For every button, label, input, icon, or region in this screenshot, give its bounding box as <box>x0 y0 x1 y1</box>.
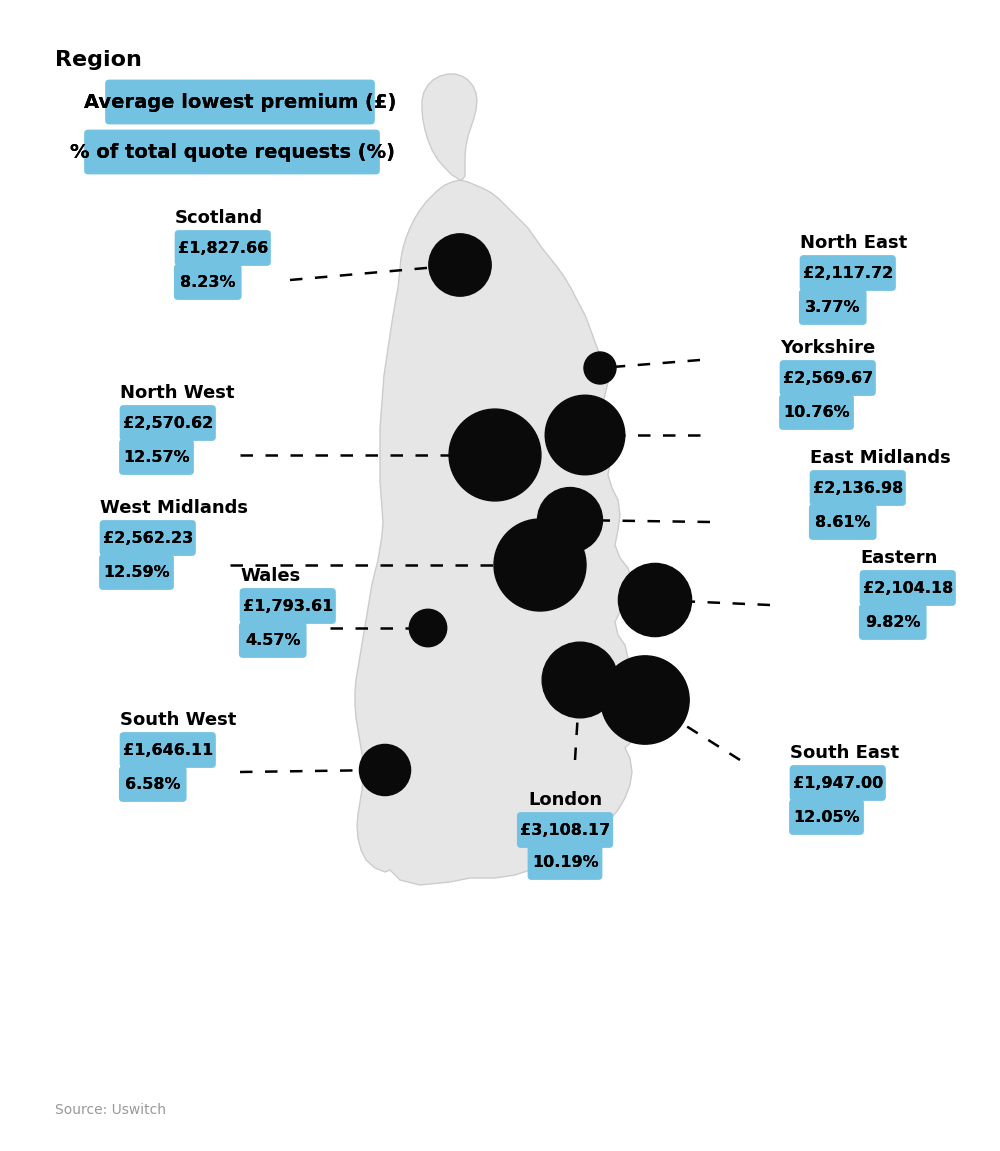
Text: £1,827.66: £1,827.66 <box>178 241 268 256</box>
Text: £2,136.98: £2,136.98 <box>813 480 903 495</box>
FancyBboxPatch shape <box>175 230 271 266</box>
Text: £2,569.67: £2,569.67 <box>783 371 873 386</box>
FancyBboxPatch shape <box>119 767 187 802</box>
Text: Scotland: Scotland <box>175 209 263 227</box>
Text: 12.57%: 12.57% <box>123 450 190 465</box>
Circle shape <box>618 564 692 637</box>
Circle shape <box>545 395 625 474</box>
Circle shape <box>449 409 541 501</box>
Text: Yorkshire: Yorkshire <box>780 340 875 357</box>
Text: £2,117.72: £2,117.72 <box>803 266 893 281</box>
Text: £2,104.18: £2,104.18 <box>863 580 953 595</box>
Text: Average lowest premium (£): Average lowest premium (£) <box>84 92 396 112</box>
Text: 9.82%: 9.82% <box>865 615 920 630</box>
Circle shape <box>601 656 689 745</box>
Text: £1,947.00: £1,947.00 <box>793 776 883 791</box>
Text: 10.76%: 10.76% <box>783 404 850 419</box>
FancyBboxPatch shape <box>860 570 956 605</box>
Text: 8.23%: 8.23% <box>180 274 236 290</box>
Text: East Midlands: East Midlands <box>810 449 951 467</box>
FancyBboxPatch shape <box>240 588 336 624</box>
FancyBboxPatch shape <box>120 732 216 768</box>
FancyBboxPatch shape <box>800 256 896 291</box>
Text: % of total quote requests (%): % of total quote requests (%) <box>70 143 394 161</box>
FancyBboxPatch shape <box>84 130 380 175</box>
Text: 10.76%: 10.76% <box>783 404 850 419</box>
Circle shape <box>429 234 491 296</box>
FancyBboxPatch shape <box>779 394 854 430</box>
FancyBboxPatch shape <box>119 439 194 475</box>
Text: £1,827.66: £1,827.66 <box>178 241 268 256</box>
Text: £3,108.17: £3,108.17 <box>520 823 610 838</box>
Polygon shape <box>355 180 640 885</box>
Text: 6.58%: 6.58% <box>125 777 180 792</box>
Circle shape <box>538 488 602 552</box>
Text: Source: Uswitch: Source: Uswitch <box>55 1103 166 1116</box>
Text: 12.59%: 12.59% <box>103 564 170 579</box>
Text: £2,569.67: £2,569.67 <box>783 371 873 386</box>
Text: 12.05%: 12.05% <box>793 809 860 824</box>
Text: 10.19%: 10.19% <box>532 854 598 869</box>
FancyBboxPatch shape <box>790 765 886 801</box>
FancyBboxPatch shape <box>859 604 927 640</box>
Text: Eastern: Eastern <box>860 549 937 567</box>
FancyBboxPatch shape <box>528 844 602 879</box>
Text: Wales: Wales <box>240 567 300 585</box>
Text: £1,793.61: £1,793.61 <box>243 599 333 613</box>
Text: North West: North West <box>120 384 234 402</box>
FancyBboxPatch shape <box>780 360 876 396</box>
Text: West Midlands: West Midlands <box>100 500 248 517</box>
Circle shape <box>494 519 586 611</box>
Text: £2,562.23: £2,562.23 <box>103 531 193 546</box>
Text: South East: South East <box>790 744 899 762</box>
FancyBboxPatch shape <box>809 504 877 540</box>
Text: 4.57%: 4.57% <box>245 633 300 648</box>
Polygon shape <box>422 74 477 180</box>
FancyBboxPatch shape <box>120 405 216 441</box>
Text: 12.05%: 12.05% <box>793 809 860 824</box>
FancyBboxPatch shape <box>99 554 174 590</box>
Circle shape <box>584 352 616 384</box>
Circle shape <box>359 745 411 795</box>
Text: £2,104.18: £2,104.18 <box>863 580 953 595</box>
FancyBboxPatch shape <box>239 622 307 658</box>
FancyBboxPatch shape <box>100 520 196 556</box>
Text: £1,646.11: £1,646.11 <box>123 742 213 757</box>
Text: 8.61%: 8.61% <box>815 514 870 529</box>
Text: 8.23%: 8.23% <box>180 274 236 290</box>
Text: 10.19%: 10.19% <box>532 854 598 869</box>
Text: £2,562.23: £2,562.23 <box>103 531 193 546</box>
Text: 12.59%: 12.59% <box>103 564 170 579</box>
Text: 8.61%: 8.61% <box>815 514 870 529</box>
FancyBboxPatch shape <box>174 264 242 300</box>
Text: Region: Region <box>55 49 142 70</box>
Text: £2,570.62: £2,570.62 <box>123 416 213 430</box>
Text: North East: North East <box>800 234 907 252</box>
Text: South West: South West <box>120 711 236 729</box>
Text: London: London <box>528 791 602 809</box>
Text: 4.57%: 4.57% <box>245 633 300 648</box>
Text: £3,108.17: £3,108.17 <box>520 823 610 838</box>
Text: 3.77%: 3.77% <box>805 299 860 314</box>
Text: £2,570.62: £2,570.62 <box>123 416 213 430</box>
FancyBboxPatch shape <box>789 799 864 834</box>
Text: £2,117.72: £2,117.72 <box>803 266 893 281</box>
FancyBboxPatch shape <box>799 289 867 325</box>
Text: 9.82%: 9.82% <box>865 615 920 630</box>
FancyBboxPatch shape <box>105 79 375 124</box>
Text: % of total quote requests (%): % of total quote requests (%) <box>70 143 394 161</box>
Text: £1,793.61: £1,793.61 <box>243 599 333 613</box>
Text: £1,646.11: £1,646.11 <box>123 742 213 757</box>
Text: 12.57%: 12.57% <box>123 450 190 465</box>
Text: £1,947.00: £1,947.00 <box>793 776 883 791</box>
Circle shape <box>542 642 618 718</box>
Text: £2,136.98: £2,136.98 <box>813 480 903 495</box>
Text: 6.58%: 6.58% <box>125 777 180 792</box>
Circle shape <box>409 609 447 647</box>
Text: 3.77%: 3.77% <box>805 299 860 314</box>
FancyBboxPatch shape <box>517 813 613 848</box>
Text: Average lowest premium (£): Average lowest premium (£) <box>84 92 396 112</box>
FancyBboxPatch shape <box>810 470 906 506</box>
